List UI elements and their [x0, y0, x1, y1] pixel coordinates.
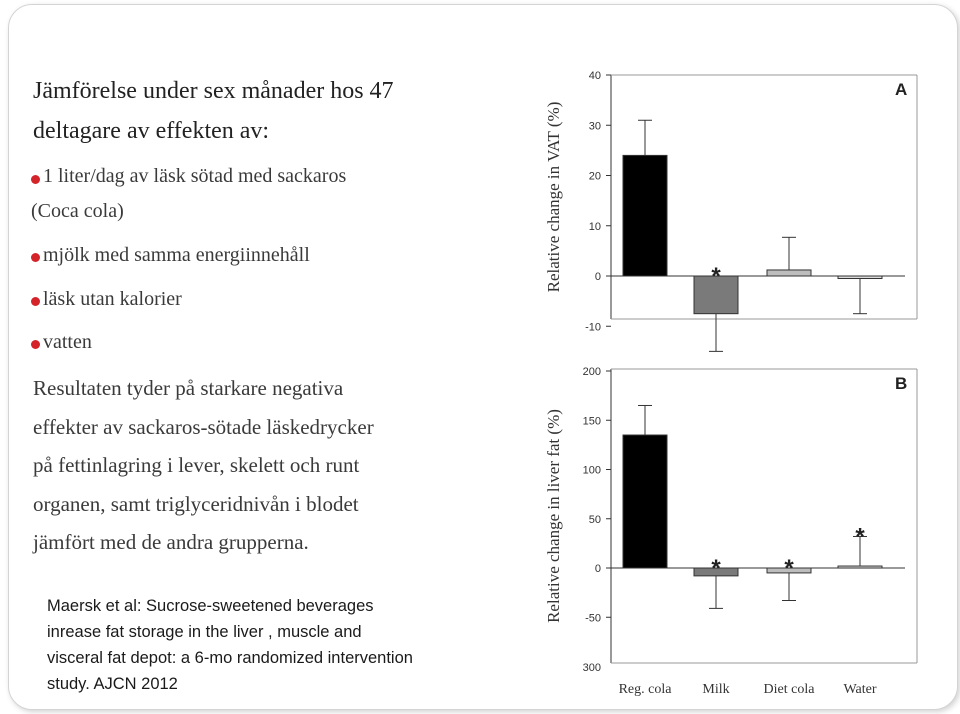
- slide-title: Jämförelse under sex månader hos 47 delt…: [33, 71, 523, 151]
- bullet-item: mjölk med samma energiinnehåll: [31, 237, 521, 274]
- y-tick-label: 10: [589, 221, 601, 233]
- bullet-item: 1 liter/dag av läsk sötad med sackaros (…: [31, 159, 521, 229]
- y-tick-label: -50: [585, 612, 601, 624]
- y-axis-label: Relative change in liver fat (%): [544, 409, 563, 623]
- bullet-item: vatten: [31, 324, 521, 361]
- x-category-label: Milk: [702, 682, 729, 697]
- bullet-item: läsk utan kalorier: [31, 281, 521, 318]
- y-tick-label: 150: [583, 415, 601, 427]
- significance-star: *: [784, 555, 794, 582]
- y-tick-label: 30: [589, 120, 601, 132]
- y-tick-label: 40: [589, 70, 601, 82]
- y-tick-label: 200: [583, 366, 601, 378]
- citation: Maersk et al: Sucrose-sweetened beverage…: [47, 593, 517, 697]
- bullet-dot-icon: [31, 253, 40, 262]
- bullet-text: läsk utan kalorier: [43, 288, 182, 310]
- bullet-dot-icon: [31, 340, 40, 349]
- result-line: organen, samt triglyceridnivån i blodet: [33, 491, 359, 516]
- y-tick-label: -10: [585, 321, 601, 333]
- panel-letter: A: [895, 80, 907, 99]
- result-line: på fettinlagring i lever, skelett och ru…: [33, 453, 360, 477]
- citation-line: visceral fat depot: a 6-mo randomized in…: [47, 649, 413, 667]
- y-tick-label: 20: [589, 171, 601, 183]
- y-axis-label: Relative change in VAT (%): [544, 102, 563, 293]
- chart-panel-b: -50 0 50 100 150 200 300 Relative change in liv…: [544, 366, 918, 697]
- significance-star: *: [855, 523, 865, 550]
- bar-water: [837, 565, 883, 569]
- citation-line: inrease fat storage in the liver , muscl…: [47, 623, 362, 641]
- bullet-text: vatten: [43, 331, 92, 353]
- result-line: effekter av sackaros-sötade läskedrycker: [33, 414, 374, 439]
- bar-charts: -10 0 10 20 30 40 Relative change in VAT (%) A *…: [544, 70, 918, 697]
- title-line-1: Jämförelse under sex månader hos 47: [33, 78, 394, 104]
- title-line-2: deltagare av effekten av:: [33, 118, 270, 144]
- result-line: jämfört med de andra grupperna.: [33, 530, 309, 554]
- result-line: Resultaten tyder på starkare negativa: [33, 376, 344, 400]
- bullet-text: (Coca cola): [31, 200, 124, 222]
- y-tick-label: 300: [583, 662, 601, 674]
- x-category-label: Diet cola: [764, 682, 816, 697]
- significance-star: *: [711, 555, 721, 582]
- bullet-list: 1 liter/dag av läsk sötad med sackaros (…: [31, 159, 521, 361]
- bullet-text: mjölk med samma energiinnehåll: [43, 244, 310, 266]
- citation-line: Maersk et al: Sucrose-sweetened beverage…: [47, 597, 374, 615]
- y-tick-label: 0: [595, 271, 601, 283]
- result-paragraph: Resultaten tyder på starkare negativa ef…: [33, 369, 533, 562]
- slide: Jämförelse under sex månader hos 47 delt…: [8, 4, 958, 710]
- bullet-dot-icon: [31, 297, 40, 306]
- x-category-label: Water: [843, 682, 876, 697]
- bar-reg-cola: [622, 434, 668, 569]
- y-tick-label: 100: [583, 465, 601, 477]
- panel-letter: B: [895, 374, 907, 393]
- bar-milk: [693, 275, 739, 315]
- y-tick-label: 50: [589, 514, 601, 526]
- citation-line: study. AJCN 2012: [47, 675, 178, 693]
- bullet-dot-icon: [31, 175, 40, 184]
- bar-diet-cola: [766, 269, 812, 277]
- chart-panel-a: -10 0 10 20 30 40 Relative change in VAT (%) A *: [544, 70, 918, 352]
- significance-star: *: [711, 263, 721, 290]
- y-tick-label: 0: [595, 563, 601, 575]
- bullet-text: 1 liter/dag av läsk sötad med sackaros: [43, 165, 347, 187]
- bar-reg-cola: [622, 154, 668, 277]
- bar-water: [837, 275, 883, 280]
- x-category-label: Reg. cola: [619, 682, 673, 697]
